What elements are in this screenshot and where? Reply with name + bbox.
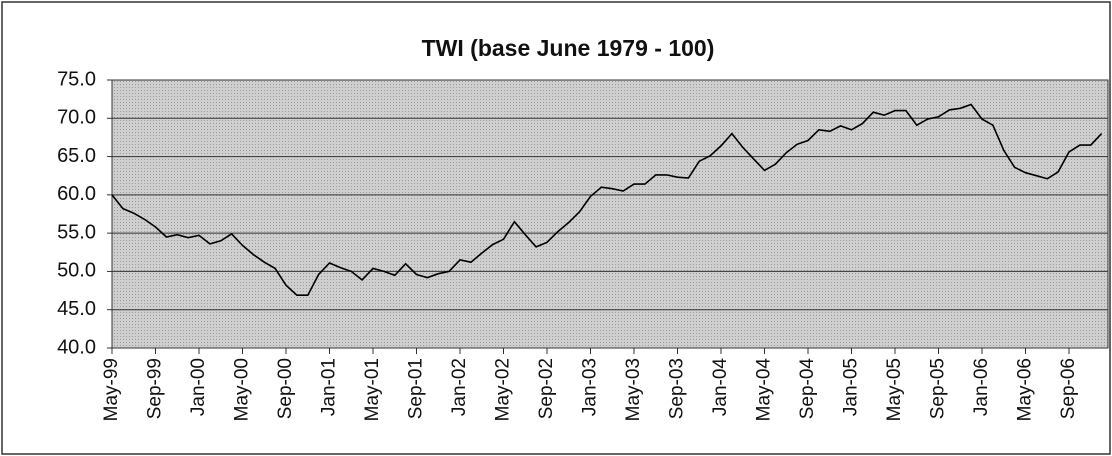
x-tick-label: Sep-00 xyxy=(275,358,296,419)
chart-title: TWI (base June 1979 - 100) xyxy=(422,35,715,61)
x-tick-label: Jan-04 xyxy=(710,358,731,417)
x-tick-label: May-00 xyxy=(232,358,253,421)
y-tick-label: 55.0 xyxy=(57,221,96,243)
y-tick-label: 45.0 xyxy=(57,298,96,320)
x-tick-label: May-04 xyxy=(754,358,775,422)
x-tick-label: Jan-06 xyxy=(971,358,992,416)
y-tick-label: 65.0 xyxy=(57,145,96,167)
x-tick-label: Sep-06 xyxy=(1058,358,1079,419)
x-tick-label: Sep-04 xyxy=(797,358,818,420)
y-tick-label: 60.0 xyxy=(57,183,96,205)
x-tick-label: Sep-02 xyxy=(536,358,557,419)
plot-area xyxy=(111,79,1109,349)
x-tick-label: May-05 xyxy=(884,358,905,421)
y-tick-label: 40.0 xyxy=(57,336,96,358)
x-tick-label: Jan-05 xyxy=(841,358,862,416)
x-tick-label: May-03 xyxy=(623,358,644,421)
x-tick-label: May-06 xyxy=(1015,358,1036,421)
x-tick-label: Sep-99 xyxy=(145,358,166,419)
x-tick-label: Jan-02 xyxy=(449,358,470,416)
x-tick-label: Jan-03 xyxy=(580,358,601,416)
y-tick-label: 70.0 xyxy=(57,107,96,129)
y-tick-label: 50.0 xyxy=(57,260,96,282)
x-tick-label: Sep-03 xyxy=(667,358,688,419)
x-tick-label: Sep-05 xyxy=(928,358,949,419)
data-line xyxy=(111,103,1103,296)
x-tick-label: May-01 xyxy=(362,358,383,421)
y-tick-label: 75.0 xyxy=(57,68,96,90)
x-tick-label: Jan-01 xyxy=(319,358,340,416)
x-tick-label: May-99 xyxy=(101,358,122,421)
x-tick-label: Jan-00 xyxy=(188,358,209,416)
x-tick-label: May-02 xyxy=(493,358,514,421)
x-tick-label: Sep-01 xyxy=(406,358,427,419)
